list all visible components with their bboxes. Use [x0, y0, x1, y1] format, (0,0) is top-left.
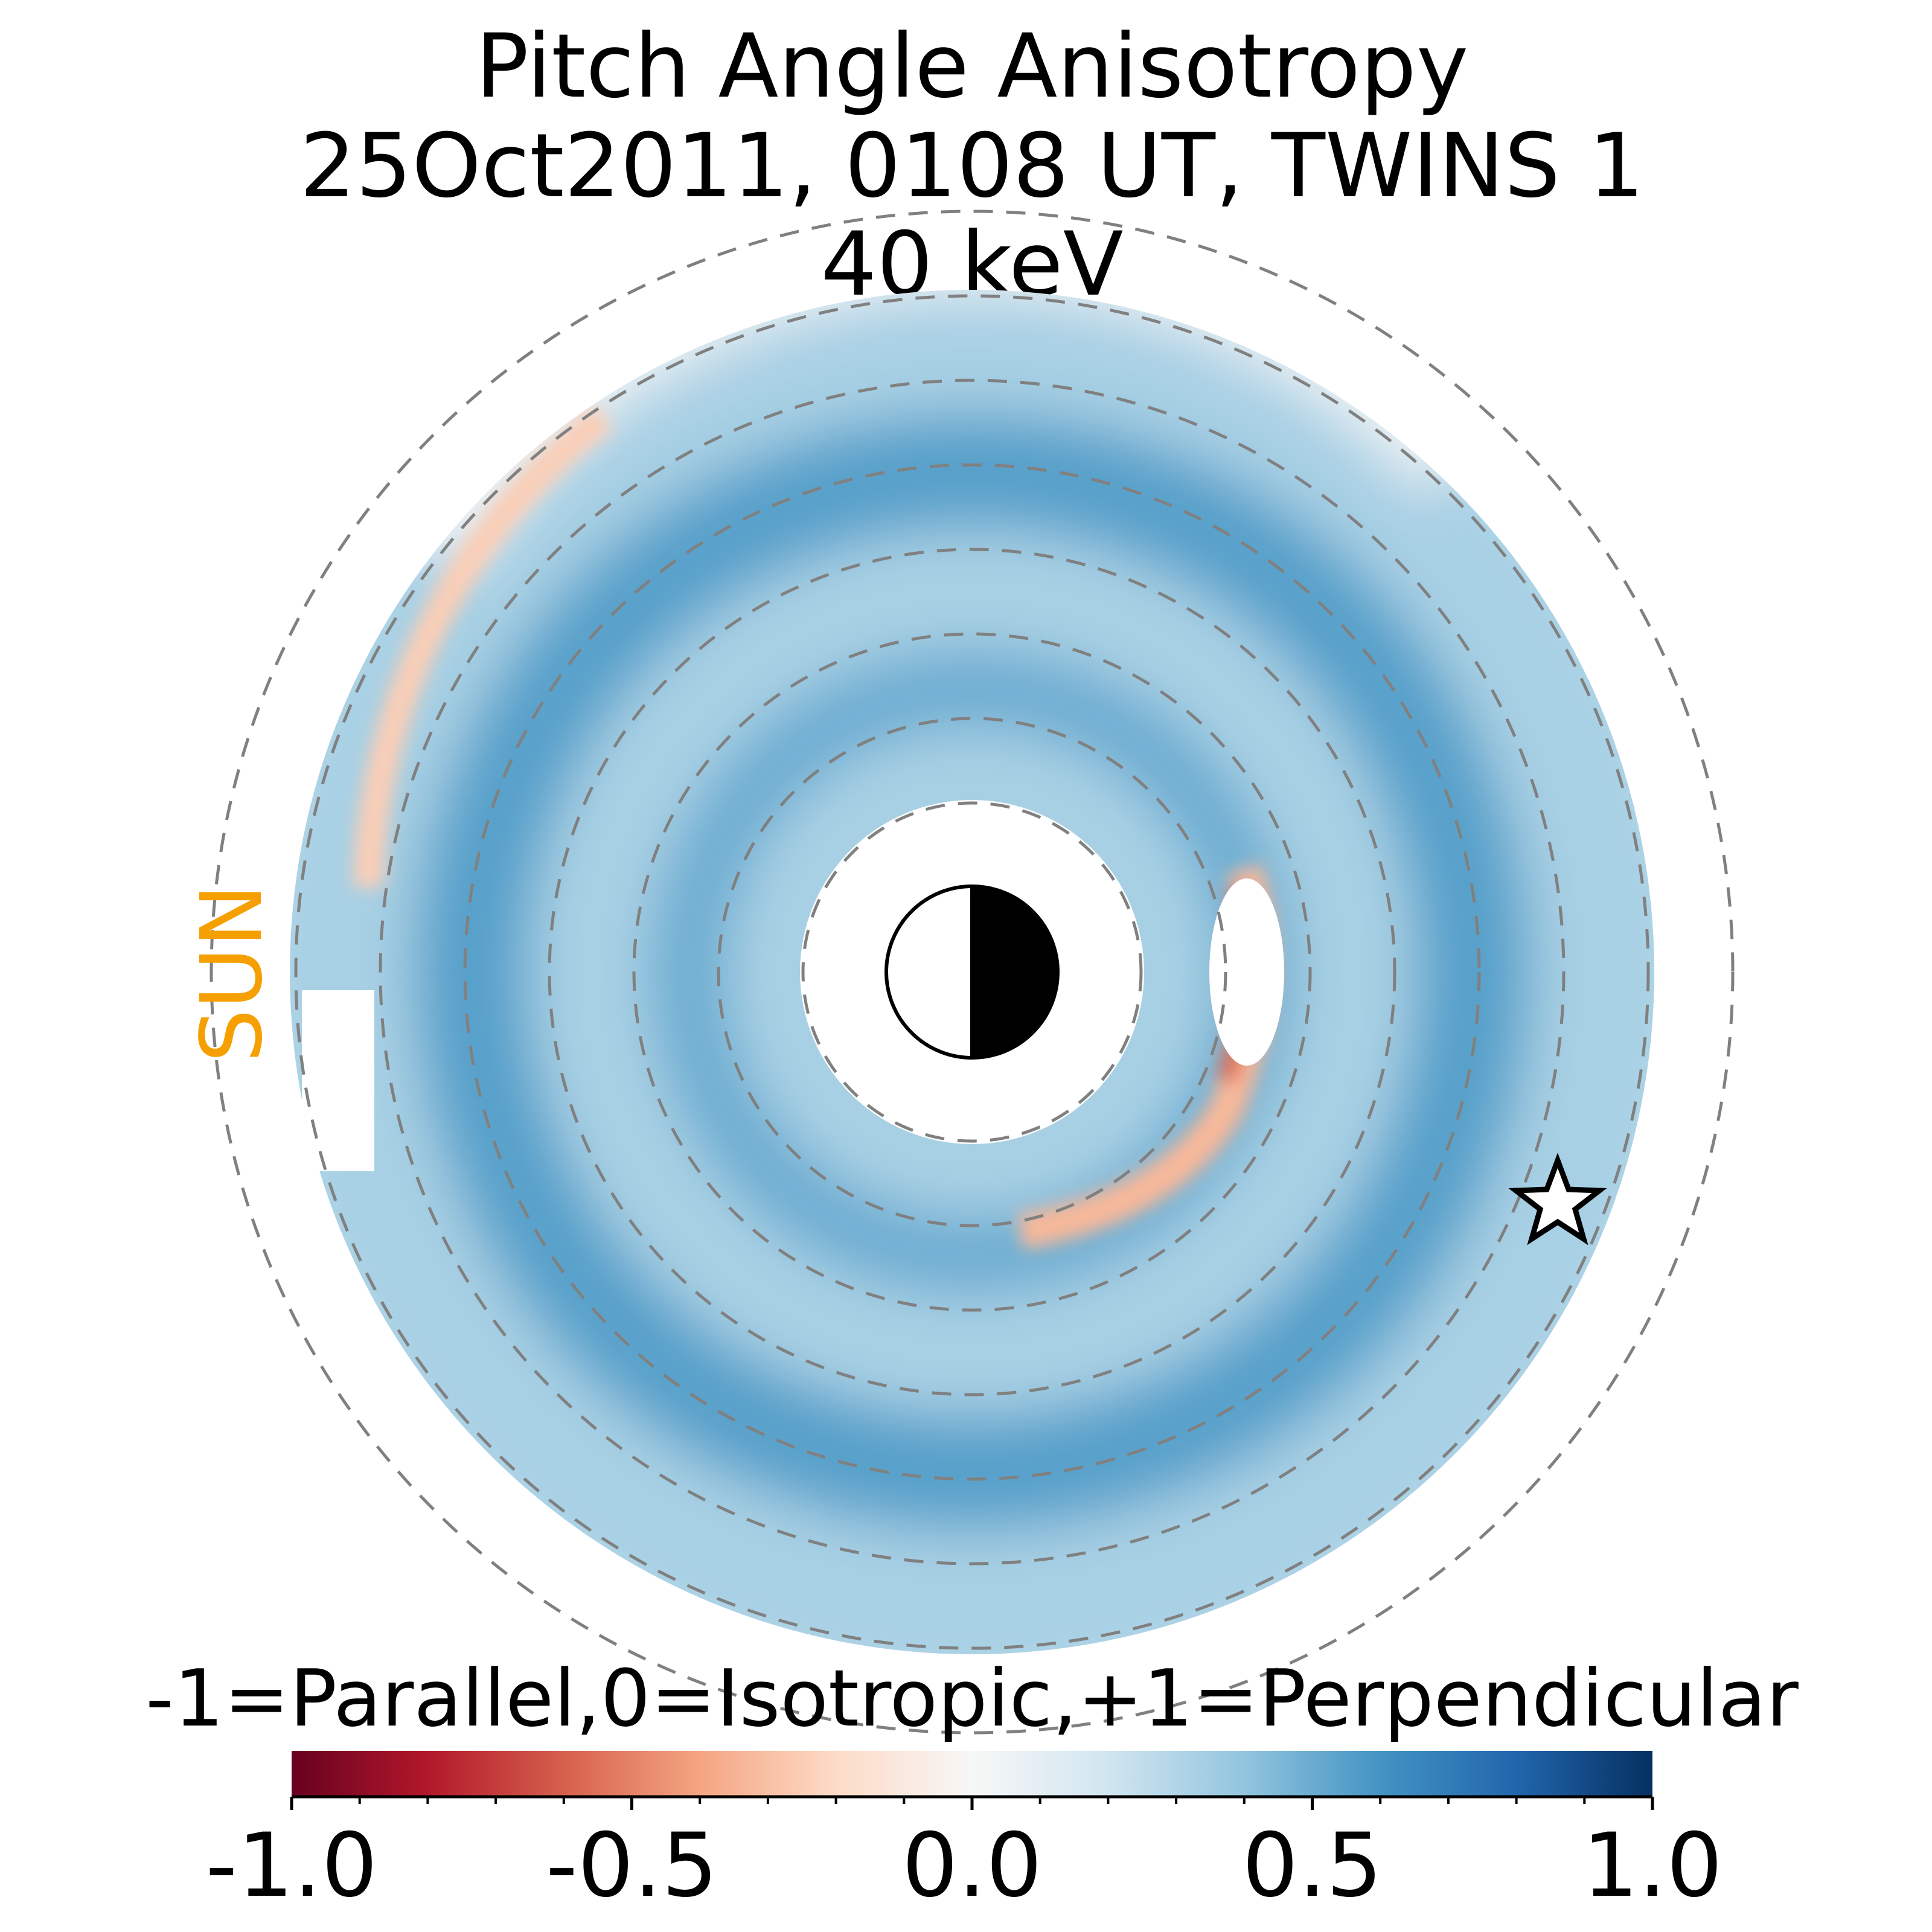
grid-circle	[801, 801, 1143, 1143]
earth-symbol	[884, 884, 1060, 1060]
colorbar: -1=Parallel,0=Isotropic,+1=Perpendicular…	[146, 1652, 1799, 1917]
heatmap-dusk-edge-anomaly	[353, 405, 613, 888]
colorbar-tick-label: -1.0	[206, 1814, 378, 1917]
title-line-1: Pitch Angle Anisotropy	[476, 15, 1469, 118]
grid-circle	[632, 632, 1312, 1312]
heatmap-north-rim	[379, 188, 1500, 571]
grid-circle	[463, 463, 1481, 1481]
earth-night-side	[972, 886, 1058, 1058]
colorbar-ticks: -1.0 -0.5 0.0 0.5 1.0	[206, 1797, 1722, 1917]
colorbar-label: -1=Parallel,0=Isotropic,+1=Perpendicular	[146, 1652, 1799, 1744]
spacecraft-star-icon	[1508, 1153, 1607, 1246]
radial-grid	[210, 210, 1735, 1735]
grid-circle	[379, 379, 1566, 1566]
grid-circle	[210, 210, 1735, 1735]
colorbar-tick-label: 1.0	[1582, 1814, 1722, 1917]
grid-circle	[548, 548, 1396, 1396]
sun-direction-label: SUN	[183, 884, 281, 1063]
colorbar-gradient	[292, 1751, 1652, 1797]
heatmap-bright-band	[414, 414, 1531, 1531]
colorbar-tick-label: 0.5	[1242, 1814, 1382, 1917]
colorbar-tick-label: 0.0	[902, 1814, 1042, 1917]
grid-circle	[294, 294, 1650, 1650]
grid-circle	[717, 717, 1227, 1227]
inner-empty-region	[1209, 878, 1284, 1066]
chart-title: Pitch Angle Anisotropy 25Oct2011, 0108 U…	[299, 15, 1644, 316]
colorbar-tick-label: -0.5	[546, 1814, 718, 1917]
